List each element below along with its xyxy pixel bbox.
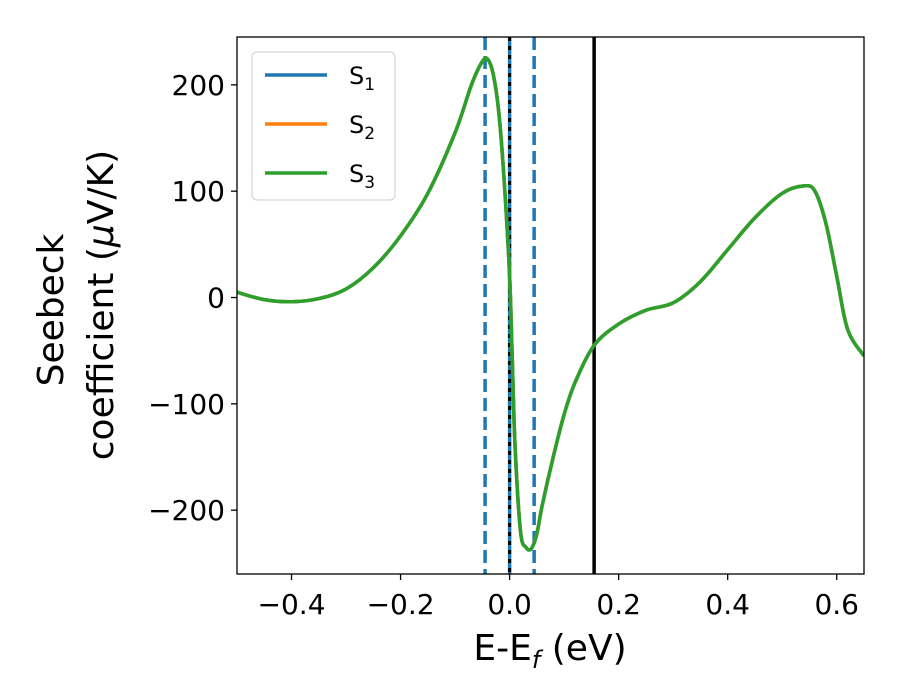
y-tick-label: 0 [207,282,225,315]
y-axis-label-line1: Seebeck [31,233,72,386]
x-tick-label: −0.2 [367,588,435,621]
y-tick-label: 200 [172,69,225,102]
x-axis-label: E-Ef (eV) [473,628,626,674]
x-tick-label: 0.0 [487,588,532,621]
y-tick-label: −100 [148,388,225,421]
x-tick-label: 0.4 [705,588,750,621]
legend-label-S1: S1 [349,62,375,95]
plot-frame [236,36,865,575]
x-tick-label: 0.6 [814,588,859,621]
x-tick-label: −0.4 [258,588,326,621]
y-axis-ticks: −200 −100 0 100 200 [148,69,237,527]
x-axis-ticks: −0.4 −0.2 0.0 0.2 0.4 0.6 [258,574,859,621]
legend: S1 S2 S3 [251,51,396,201]
y-tick-label: 100 [172,175,225,208]
y-tick-label: −200 [148,494,225,527]
legend-label-S2: S2 [349,111,375,144]
y-axis-label: Seebeck coefficient (μV/K) [31,150,122,460]
reference-lines [483,37,596,574]
series-lines [237,56,864,552]
legend-label-S3: S3 [349,160,375,193]
x-tick-label: 0.2 [596,588,641,621]
y-axis-label-line2: coefficient (μV/K) [81,150,122,460]
series-line-S3 [237,56,864,552]
legend-box [251,51,396,201]
